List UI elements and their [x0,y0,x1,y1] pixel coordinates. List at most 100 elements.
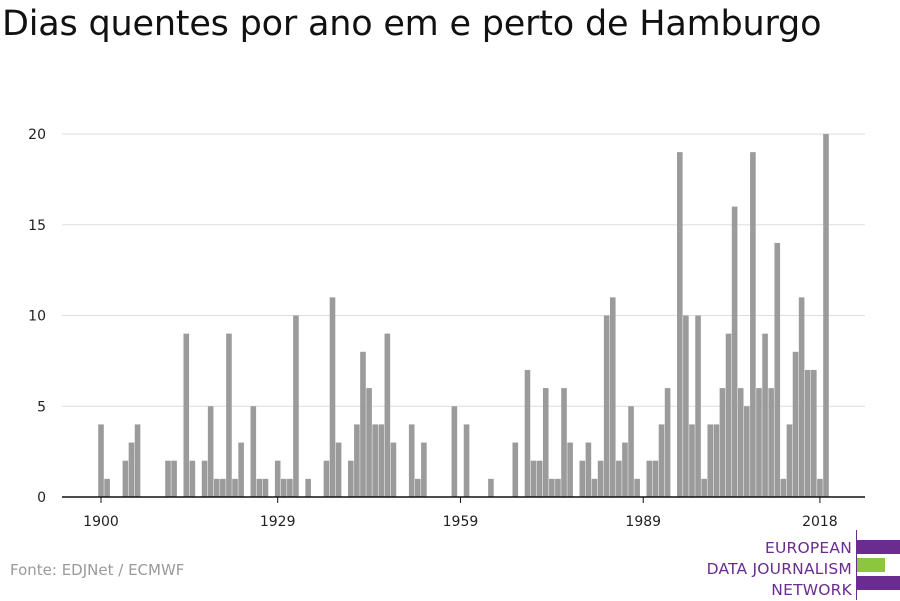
bar-1951 [408,424,415,497]
bar-1929 [274,460,281,497]
bar-2009 [762,333,768,497]
bar-1980 [585,442,592,497]
bar-1991 [652,460,659,497]
bar-1901 [104,478,110,497]
bar-1946 [378,424,385,497]
bar-1983 [603,315,610,497]
chart-title: Dias quentes por ano em e perto de Hambu… [2,4,822,44]
bar-1939 [335,442,342,497]
bar-1945 [372,424,378,497]
bar-1968 [512,442,519,497]
bar-1917 [201,460,208,497]
bar-2015 [798,297,805,497]
bar-2000 [707,424,714,497]
bar-2008 [756,388,762,497]
bar-2005 [737,388,744,497]
bar-1911 [165,460,171,497]
bar-2016 [804,369,811,497]
x-tick-label: 2018 [802,514,838,530]
bar-1982 [597,460,604,497]
bar-1922 [232,478,238,497]
bar-1904 [122,460,129,497]
bar-2004 [731,206,738,497]
bar-1934 [305,478,311,497]
bar-2003 [725,333,732,497]
x-tick-label: 1989 [625,514,661,530]
bar-1944 [366,388,372,497]
bar-1919 [213,478,220,497]
bar-1906 [134,424,141,497]
bar-1915 [189,460,196,497]
bar-1918 [207,406,214,497]
bar-1970 [524,369,531,497]
bar-1976 [561,388,567,497]
bar-1960 [463,424,470,497]
logo-line-european: EUROPEAN [764,539,852,557]
bar-2012 [780,478,787,497]
bar-2002 [719,388,726,497]
bar-1995 [676,152,683,497]
bar-1971 [530,460,537,497]
bar-1977 [567,442,573,497]
bar-1905 [128,442,135,497]
bar-1972 [536,460,543,497]
bar-1941 [347,460,354,497]
bar-1943 [360,351,366,497]
bar-1952 [415,478,421,497]
logo-text: EUROPEAN DATA JOURNALISM NETWORK [707,538,852,601]
logo-bar-middle [857,558,885,572]
bar-1990 [646,460,653,497]
bar-1914 [183,333,190,497]
logo-bar-bottom [857,576,900,590]
axes: 0 5 10 15 20 1900 1929 1959 1989 2018 [28,127,865,530]
x-tick-label: 1959 [443,514,479,530]
bar-1931 [287,478,293,497]
bar-1925 [250,406,257,497]
y-tick-label: 10 [28,309,46,325]
bar-2010 [768,388,774,497]
bar-1900 [98,424,104,497]
bar-1992 [658,424,665,497]
edjnet-logo: EUROPEAN DATA JOURNALISM NETWORK [700,530,900,600]
y-tick-label: 0 [37,490,46,506]
x-tick-label: 1929 [260,514,296,530]
bar-1973 [542,388,549,497]
bar-2001 [713,424,720,497]
bar-1927 [262,478,269,497]
bar-1974 [549,478,555,497]
bar-1999 [701,478,707,497]
bar-1948 [390,442,397,497]
bar-1984 [609,297,616,497]
bar-2019 [823,134,829,497]
bar-2007 [750,152,756,497]
bar-1981 [591,478,598,497]
bar-2013 [786,424,793,497]
logo-divider [856,530,857,600]
logo-line-network: NETWORK [771,581,852,599]
bar-2014 [792,351,799,497]
y-tick-label: 5 [37,399,46,415]
bar-1926 [256,478,263,497]
bar-1912 [171,460,177,497]
bar-1979 [579,460,586,497]
bar-1953 [421,442,427,497]
bar-1996 [683,315,689,497]
bar-2018 [817,478,823,497]
bar-1986 [622,442,628,497]
bar-1998 [695,315,701,497]
bar-1938 [329,297,336,497]
bar-2011 [774,242,781,497]
bar-1921 [226,333,232,497]
bar-1988 [634,478,640,497]
bar-1923 [238,442,244,497]
bar-1920 [220,478,226,497]
y-tick-label: 20 [28,127,46,143]
bar-2017 [811,369,817,497]
bar-2006 [743,406,750,497]
bar-1997 [689,424,695,497]
source-note: Fonte: EDJNet / ECMWF [10,561,185,579]
bar-1964 [488,478,494,497]
bar-1930 [280,478,287,497]
bar-1937 [323,460,330,497]
